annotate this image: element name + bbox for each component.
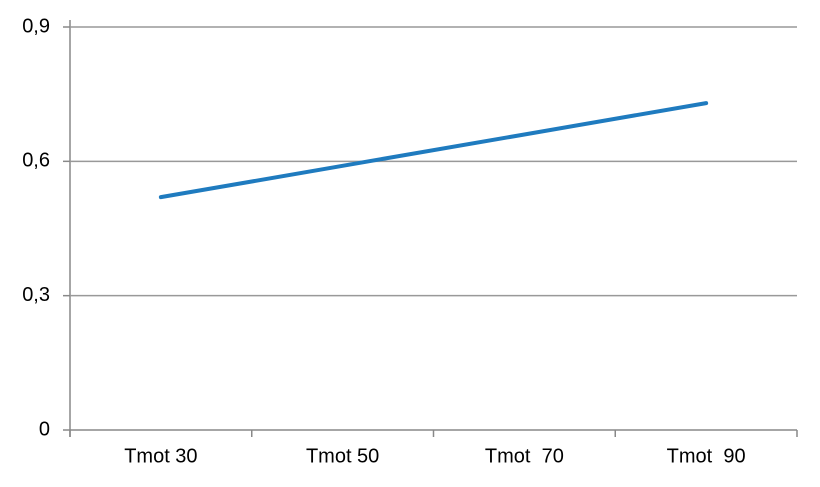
x-tick-label: Tmot 70 bbox=[485, 445, 564, 467]
y-tick-label: 0,9 bbox=[22, 15, 50, 37]
y-tick-label: 0 bbox=[39, 418, 50, 440]
x-tick-label: Tmot 50 bbox=[306, 445, 379, 467]
line bbox=[158, 101, 709, 200]
y-tick-label: 0,6 bbox=[22, 150, 50, 172]
x-tick-label: Tmot 30 bbox=[124, 445, 197, 467]
y-tick-label: 0,3 bbox=[22, 284, 50, 306]
x-tick-label: Tmot 90 bbox=[667, 445, 746, 467]
